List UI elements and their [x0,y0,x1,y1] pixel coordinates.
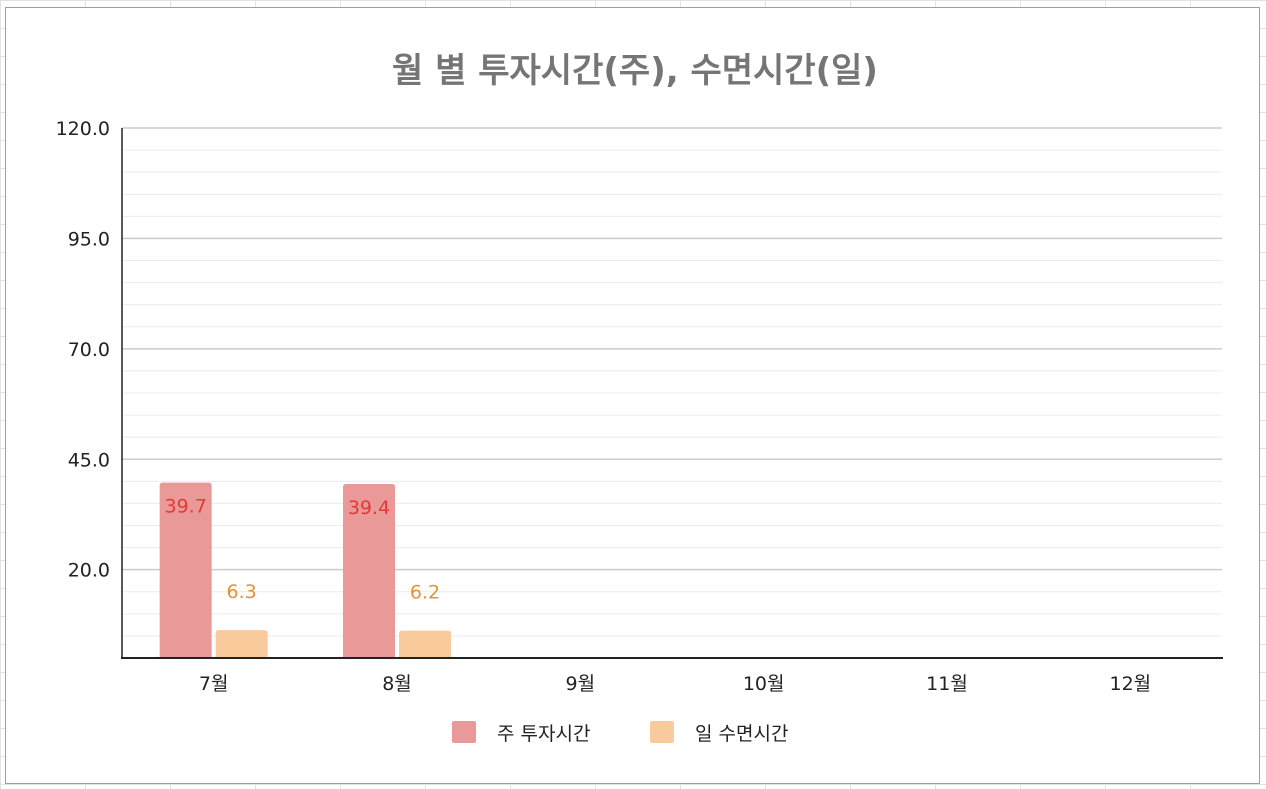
y-tick-label: 20.0 [68,560,110,582]
bar[interactable] [399,630,451,658]
x-tick-label: 8월 [382,673,412,695]
bars [159,482,451,658]
y-tick-label: 95.0 [68,228,110,250]
x-tick-label: 7월 [199,673,229,695]
y-tick-label: 45.0 [68,449,110,471]
legend-label: 주 투자시간 [497,723,590,745]
x-tick-label: 12월 [1109,673,1151,695]
y-axis-tick-labels: 20.0 45.0 70.0 95.0 120.0 [56,118,110,582]
chart-container[interactable] [5,7,1260,784]
y-tick-label: 70.0 [68,339,110,361]
legend-swatch [650,721,674,743]
data-label: 6.2 [410,582,440,604]
x-axis-tick-labels: 7월 8월 9월 10월 11월 12월 [199,673,1151,695]
data-label: 6.3 [227,581,257,603]
bar[interactable] [215,630,268,658]
chart-title: 월 별 투자시간(주), 수면시간(일) [392,51,878,91]
y-tick-label: 120.0 [56,118,110,140]
gridlines [122,127,1222,637]
x-tick-label: 9월 [566,673,596,695]
data-label: 39.7 [165,496,207,518]
x-tick-label: 10월 [743,673,785,695]
bar[interactable] [343,483,395,658]
legend-swatch [452,721,476,743]
legend: 주 투자시간 일 수면시간 [452,721,788,745]
data-label: 39.4 [348,497,390,519]
x-tick-label: 11월 [926,673,968,695]
data-labels: 39.7 6.3 39.4 6.2 [165,496,441,604]
legend-label: 일 수면시간 [695,723,788,745]
bar[interactable] [159,482,212,658]
